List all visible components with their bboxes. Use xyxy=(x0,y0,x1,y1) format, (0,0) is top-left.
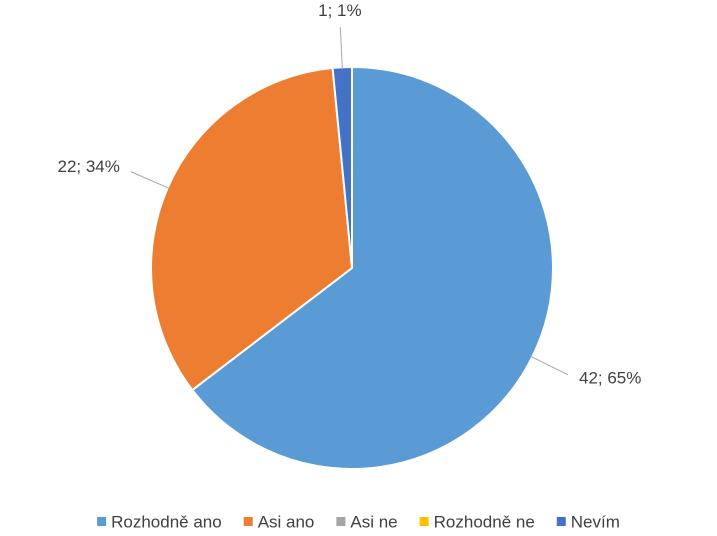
legend-swatch xyxy=(336,517,346,526)
legend-swatch xyxy=(243,517,253,526)
data-label: 1; 1% xyxy=(318,1,361,20)
data-label: 22; 34% xyxy=(57,157,119,176)
leader-line xyxy=(130,171,170,189)
legend-swatch xyxy=(556,517,566,526)
legend-label: Asi ne xyxy=(350,512,397,531)
legend-label: Nevím xyxy=(571,512,620,531)
legend-swatch xyxy=(97,517,107,526)
legend-label: Rozhodně ne xyxy=(434,512,535,531)
legend-label: Asi ano xyxy=(258,512,315,531)
legend-swatch xyxy=(419,517,429,526)
legend-label: Rozhodně ano xyxy=(111,512,222,531)
leader-line xyxy=(530,355,569,376)
leader-line xyxy=(339,27,343,70)
data-label: 42; 65% xyxy=(579,369,641,388)
